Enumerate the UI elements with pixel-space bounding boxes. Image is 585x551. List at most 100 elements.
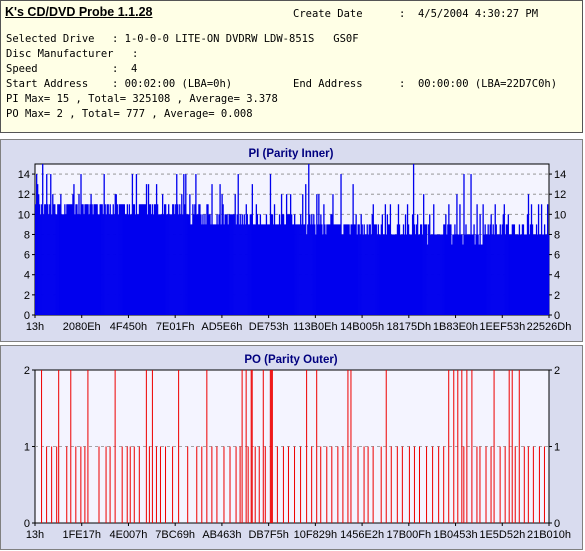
po-bar — [485, 446, 487, 523]
x-tick-label: 13h — [26, 529, 44, 541]
pi-bar — [354, 224, 356, 315]
pi-bar — [255, 204, 258, 315]
pi-bar — [197, 214, 199, 315]
po-bar — [178, 370, 180, 523]
pi-bar — [145, 184, 148, 315]
pi-bar — [333, 224, 335, 315]
pi-bar — [92, 214, 94, 315]
pi-bar — [321, 224, 323, 315]
pi-bar — [304, 224, 306, 315]
pi-bar — [109, 204, 111, 315]
pi-bar — [71, 204, 73, 315]
pi-bar — [253, 224, 256, 315]
pi-bar — [171, 214, 173, 315]
pi-bar — [514, 234, 517, 315]
x-tick-label: 4E007h — [109, 529, 147, 541]
pi-bar — [532, 234, 535, 315]
pi-bar — [510, 234, 513, 315]
po-bar — [105, 446, 107, 523]
po-bar — [385, 370, 387, 523]
pi-bar — [177, 204, 179, 315]
y-tick-label: 4 — [24, 270, 30, 282]
pi-bar — [336, 224, 338, 315]
po-bar — [504, 446, 506, 523]
pi-bar — [543, 224, 546, 315]
pi-bar — [110, 214, 112, 315]
pi-bar — [451, 244, 453, 315]
pi-bar — [367, 234, 369, 315]
pi-bar — [452, 234, 454, 315]
pi-bar — [396, 224, 399, 315]
pi-bar — [146, 214, 149, 315]
x-tick-label: 1E5D52h — [479, 529, 525, 541]
pi-bar — [540, 204, 543, 315]
pi-bar — [512, 224, 515, 315]
po-bar — [432, 446, 434, 523]
pi-bar — [161, 194, 164, 315]
pi-bar — [52, 194, 54, 315]
pi-bar — [189, 194, 191, 315]
po-bar — [262, 370, 264, 523]
po-bar — [457, 370, 459, 523]
pi-bar — [46, 174, 48, 315]
pi-bar — [364, 234, 366, 315]
pi-bar — [153, 204, 156, 315]
po-bar — [223, 446, 225, 523]
po-bar — [390, 446, 392, 523]
pi-bar — [172, 204, 174, 315]
pi-bar — [413, 224, 416, 315]
po-bar — [151, 370, 153, 523]
pi-bar — [390, 234, 393, 315]
pi-bar — [218, 214, 220, 315]
x-tick-label: 18175Dh — [386, 321, 431, 333]
po-bar — [46, 446, 48, 523]
pi-bar — [299, 224, 301, 315]
pi-bar — [325, 234, 327, 315]
pi-bar — [446, 234, 448, 315]
po-bar — [258, 446, 260, 523]
pi-bar — [273, 204, 276, 315]
po-bar — [138, 446, 140, 523]
po-bar — [461, 370, 463, 523]
pi-bar — [388, 224, 391, 315]
pi-bar — [76, 204, 78, 315]
pi-bar — [338, 224, 340, 315]
pi-bar — [225, 214, 227, 315]
pi-bar — [541, 234, 544, 315]
pi-bar — [332, 194, 334, 315]
pi-bar — [261, 224, 264, 315]
pi-bar — [363, 224, 365, 315]
pi-bar — [96, 204, 98, 315]
pi-bar — [340, 174, 342, 315]
y-tick-label: 6 — [24, 250, 30, 262]
pi-bar — [192, 204, 194, 315]
po-bar — [499, 446, 501, 523]
pi-bar — [120, 204, 122, 315]
pi-bar — [135, 174, 138, 315]
pi-bar — [195, 174, 197, 315]
pi-bar — [284, 224, 287, 315]
po-bar — [448, 370, 450, 523]
pi-bar — [283, 224, 286, 315]
pi-chart: PI (Parity Inner) 0 0 2 2 4 4 6 6 8 8 10 10 12 12 14 14… — [18, 148, 572, 333]
pi-bar — [392, 234, 395, 315]
pi-bar — [155, 184, 158, 315]
pi-bar — [280, 194, 283, 315]
pi-bar — [79, 214, 81, 315]
po-bar — [511, 370, 513, 523]
pi-bar — [170, 214, 172, 315]
pi-bar — [330, 214, 332, 315]
po-chart-title: PO (Parity Outer) — [244, 354, 337, 366]
pi-bar — [381, 214, 384, 315]
pi-bar — [103, 174, 105, 315]
pi-bar — [315, 234, 317, 315]
pi-bar — [220, 224, 222, 315]
pi-bar — [193, 214, 195, 315]
pi-bar — [272, 224, 275, 315]
pi-bar — [191, 224, 193, 315]
pi-bar — [444, 224, 446, 315]
pi-bar — [133, 204, 136, 315]
pi-bar — [164, 204, 166, 315]
pi-bar — [58, 204, 60, 315]
pi-bar — [59, 204, 61, 315]
